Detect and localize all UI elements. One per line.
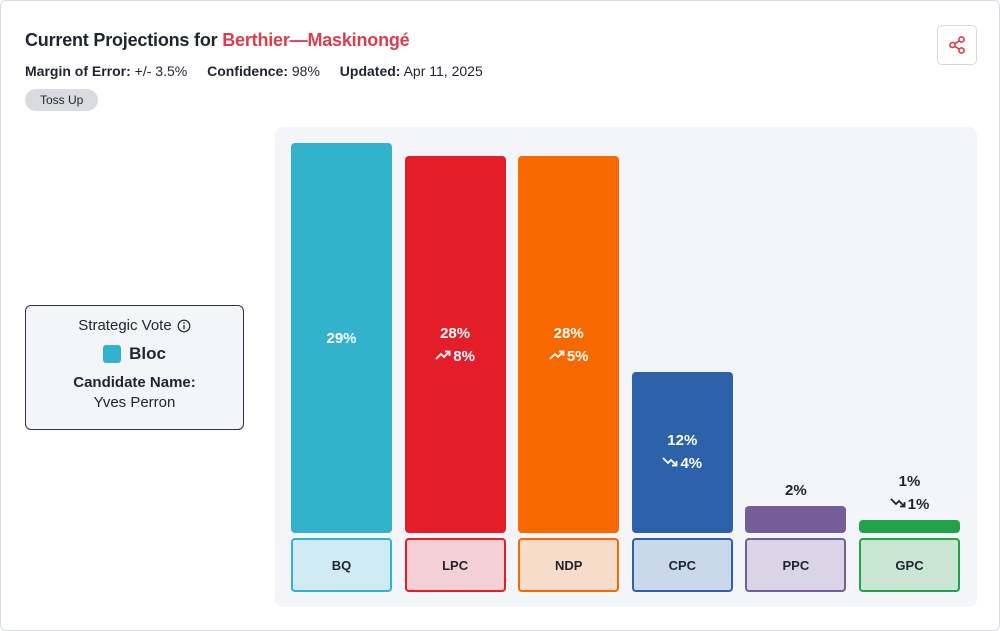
- data-label-lpc: 28% 8%: [405, 322, 506, 368]
- party-color-swatch: [103, 345, 122, 363]
- data-label-ndp: 28% 5%: [518, 322, 619, 368]
- confidence-value: 98%: [291, 63, 320, 79]
- change-label: 4%: [632, 452, 733, 475]
- title-prefix: Current Projections for: [25, 30, 223, 50]
- category-label-bq: BQ: [291, 538, 392, 592]
- bar-ndp[interactable]: [518, 156, 620, 533]
- bar-ppc[interactable]: [745, 506, 847, 533]
- bar-chart-area: 29% BQ 28% 8% LPC 28% 5% NDP 12% 4% CPC 2% PPC 1% 1% GP…: [275, 127, 977, 607]
- category-label-ndp: NDP: [518, 538, 620, 592]
- change-label: 5%: [518, 345, 619, 368]
- data-label-gpc: 1% 1%: [859, 470, 960, 516]
- value-label: 28%: [553, 324, 584, 342]
- share-button[interactable]: [937, 25, 977, 65]
- value-label: 28%: [440, 324, 471, 342]
- trend-down-icon: [890, 493, 906, 516]
- projection-chart: 29% BQ 28% 8% LPC 28% 5% NDP 12% 4% CPC 2% PPC 1% 1% GP…: [275, 127, 977, 607]
- riding-name: Berthier—Maskinongé: [222, 30, 410, 50]
- bar-lpc[interactable]: [404, 156, 506, 533]
- margin-label: Margin of Error:: [25, 63, 131, 79]
- category-label-cpc: CPC: [631, 538, 733, 592]
- page-title: Current Projections for Berthier—Maskino…: [25, 30, 410, 51]
- value-label: 2%: [785, 482, 807, 500]
- data-label-cpc: 12% 4%: [632, 429, 733, 475]
- updated-label: Updated:: [339, 63, 401, 79]
- category-label-lpc: LPC: [404, 538, 506, 592]
- bar-gpc[interactable]: [859, 519, 960, 533]
- trend-up-icon: [549, 345, 565, 368]
- projection-meta: Margin of Error: +/- 3.5% Confidence: 98…: [25, 63, 499, 79]
- strategic-vote-title: Strategic Vote: [78, 317, 172, 334]
- bar-bq[interactable]: [291, 143, 392, 533]
- status-badge: Toss Up: [25, 89, 99, 111]
- value-label: 12%: [667, 432, 698, 450]
- info-icon[interactable]: [177, 319, 191, 333]
- share-icon: [949, 36, 965, 54]
- margin-value: +/- 3.5%: [134, 63, 188, 79]
- change-label: 1%: [859, 493, 960, 516]
- trend-up-icon: [435, 345, 451, 368]
- trend-down-icon: [662, 452, 678, 475]
- category-label-gpc: GPC: [859, 538, 960, 592]
- confidence-label: Confidence:: [207, 63, 288, 79]
- strategic-party: Bloc: [129, 344, 166, 363]
- value-label: 1%: [898, 472, 921, 490]
- category-label-ppc: PPC: [745, 538, 847, 592]
- candidate-name: Yves Perron: [93, 394, 176, 411]
- bar-cpc[interactable]: [631, 371, 733, 533]
- value-label: 29%: [326, 329, 357, 347]
- strategic-vote-box: Strategic Vote Bloc Candidate Name: Yves…: [25, 305, 244, 430]
- data-label-ppc: 2%: [745, 479, 846, 502]
- updated-value: Apr 11, 2025: [403, 63, 483, 79]
- data-label-bq: 29%: [291, 327, 392, 350]
- change-label: 8%: [405, 345, 506, 368]
- candidate-label: Candidate Name:: [73, 374, 196, 391]
